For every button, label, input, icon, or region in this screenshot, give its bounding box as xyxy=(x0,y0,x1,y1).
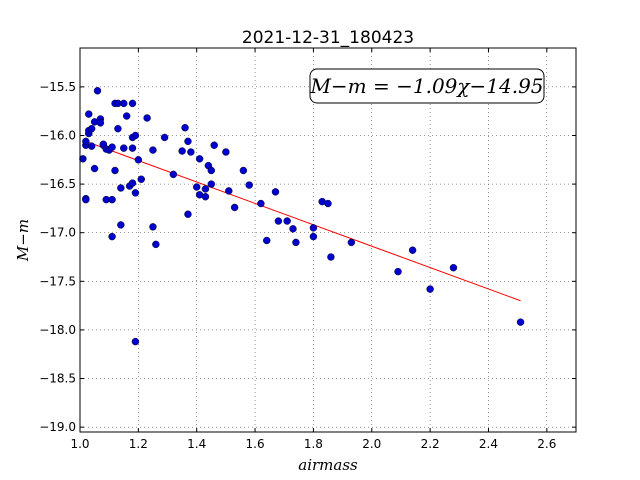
data-point xyxy=(85,110,93,118)
y-tick-label: −17.5 xyxy=(39,274,76,288)
data-point xyxy=(426,285,434,293)
y-tick-label: −19.0 xyxy=(39,420,76,434)
data-point xyxy=(449,264,458,272)
data-point xyxy=(120,99,128,108)
y-tick-label: −16.5 xyxy=(39,177,76,191)
data-point xyxy=(193,183,201,191)
data-point xyxy=(149,223,157,231)
y-axis-label: M−m xyxy=(14,219,32,262)
data-point xyxy=(239,166,248,175)
x-tick-label: 1.4 xyxy=(187,437,206,451)
data-point xyxy=(108,232,116,241)
data-point xyxy=(309,224,318,232)
x-tick-label: 1.2 xyxy=(129,437,148,451)
data-point xyxy=(169,170,178,179)
data-point xyxy=(87,142,96,150)
data-point xyxy=(283,217,291,225)
x-tick-label: 2.4 xyxy=(479,437,498,451)
data-point xyxy=(79,155,87,163)
fit-line-layer xyxy=(85,140,521,302)
data-point xyxy=(201,193,210,201)
data-point xyxy=(184,137,192,146)
data-point xyxy=(131,189,140,197)
data-point xyxy=(394,267,402,276)
data-point xyxy=(201,185,210,193)
data-points xyxy=(79,87,525,346)
data-point xyxy=(82,137,90,146)
data-point xyxy=(195,155,204,163)
data-point xyxy=(108,195,116,204)
data-point xyxy=(230,203,239,212)
data-point xyxy=(184,210,192,218)
data-point xyxy=(327,253,335,261)
x-tick-label: 1.6 xyxy=(246,437,265,451)
data-point xyxy=(93,87,102,95)
data-point xyxy=(160,133,169,142)
data-point xyxy=(263,236,271,245)
y-tick-label: −16.0 xyxy=(39,128,76,142)
data-point xyxy=(134,156,143,164)
data-point xyxy=(143,114,151,122)
x-tick-label: 1.8 xyxy=(304,437,323,451)
x-tick-label: 2.0 xyxy=(362,437,381,451)
data-point xyxy=(181,124,189,132)
data-point xyxy=(178,147,186,155)
axis-ticks: 1.0 1.2 1.4 1.6 1.8 2.0 2.2 2.4 2.6 −15.5 −16.0 −16… xyxy=(39,48,576,451)
data-point xyxy=(187,148,195,156)
fit-line xyxy=(85,140,521,302)
x-tick-label: 2.2 xyxy=(421,437,440,451)
data-point xyxy=(122,112,131,120)
data-point xyxy=(516,318,525,326)
data-point xyxy=(96,119,105,127)
data-point xyxy=(274,217,283,225)
x-tick-label: 2.6 xyxy=(537,437,556,451)
data-point xyxy=(128,179,137,187)
data-point xyxy=(152,240,160,249)
data-point xyxy=(292,238,300,247)
data-point xyxy=(128,99,137,108)
equation-annotation: M−m = −1.09χ−14.95 xyxy=(309,68,545,104)
x-tick-label: 1.0 xyxy=(70,437,89,451)
data-point xyxy=(120,144,128,152)
data-point xyxy=(210,141,218,149)
data-point xyxy=(108,143,116,151)
data-point xyxy=(87,124,96,133)
data-point xyxy=(137,175,145,183)
data-point xyxy=(128,144,137,152)
grid xyxy=(79,48,576,432)
data-point xyxy=(117,221,125,229)
data-point xyxy=(114,124,122,133)
data-point xyxy=(207,180,215,188)
plot-frame xyxy=(79,47,577,433)
data-point xyxy=(257,199,265,208)
data-point xyxy=(207,166,215,175)
data-point xyxy=(225,187,233,195)
y-tick-label: −15.5 xyxy=(39,80,76,94)
data-point xyxy=(289,225,297,233)
data-point xyxy=(271,188,280,196)
data-point xyxy=(111,166,119,175)
data-point xyxy=(117,184,125,192)
data-point xyxy=(222,148,230,156)
data-point xyxy=(90,164,99,173)
data-point xyxy=(324,199,332,208)
y-tick-label: −17.0 xyxy=(39,226,76,240)
data-point xyxy=(82,195,90,204)
y-tick-label: −18.5 xyxy=(39,372,76,386)
data-point xyxy=(309,232,318,241)
data-point xyxy=(131,131,140,140)
annotation-text: M−m = −1.09χ−14.95 xyxy=(309,74,543,98)
x-axis-label: airmass xyxy=(298,456,358,474)
data-point xyxy=(408,246,417,254)
data-point xyxy=(245,181,253,189)
chart-title: 2021-12-31_180423 xyxy=(242,28,414,48)
data-point xyxy=(347,238,356,247)
data-point xyxy=(149,146,157,154)
annotation-box xyxy=(309,68,545,104)
data-point xyxy=(131,337,140,346)
y-tick-label: −18.0 xyxy=(39,323,76,337)
